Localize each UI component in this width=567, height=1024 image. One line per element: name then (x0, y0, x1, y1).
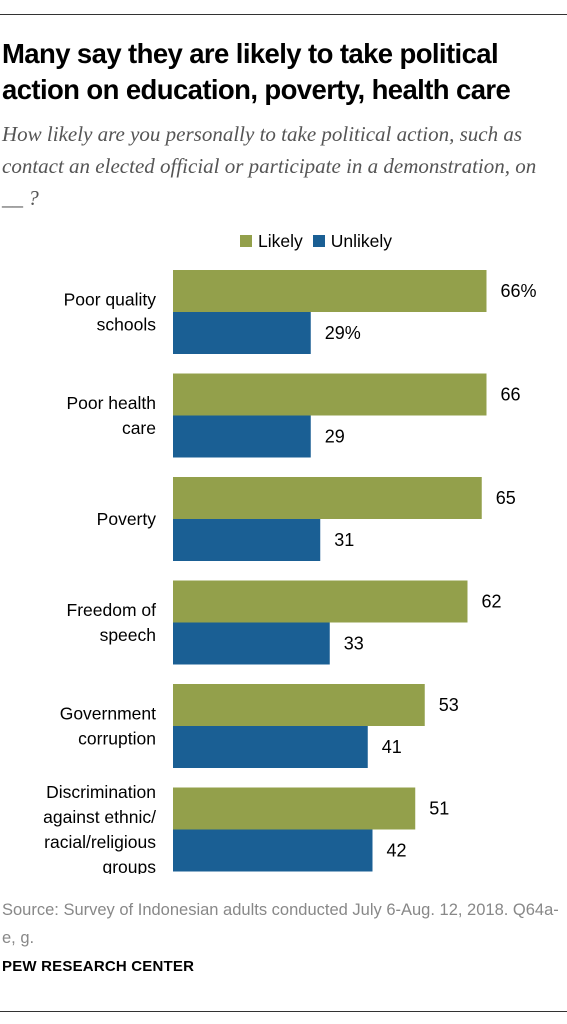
legend-swatch-unlikely (312, 235, 325, 247)
legend-item-unlikely: Unlikely (312, 230, 393, 252)
bar-unlikely (173, 726, 368, 768)
bar-likely (173, 373, 487, 416)
value-label-unlikely: 31 (334, 530, 354, 550)
bar-unlikely (173, 622, 330, 665)
value-label-likely: 62 (482, 592, 502, 612)
category-label-line: Poor health (66, 393, 156, 413)
value-label-unlikely: 29% (325, 323, 361, 343)
legend-label-likely: Likely (258, 230, 303, 251)
bar-likely (173, 580, 468, 623)
category-label-line: care (122, 418, 156, 438)
bar-likely (173, 787, 416, 830)
legend-swatch-likely (240, 235, 252, 247)
category-label-line: against ethnic/ (43, 807, 156, 827)
bar-unlikely (173, 312, 311, 354)
category-label: Discrimination against ethnic/racial/reli… (43, 782, 156, 874)
value-label-unlikely: 41 (382, 737, 402, 757)
value-label-likely: 66 (501, 385, 521, 405)
category-label: Freedom of speech (67, 600, 157, 645)
category-label-line: groups (102, 857, 156, 874)
category-label-line: schools (97, 315, 157, 335)
value-label-unlikely: 29 (325, 427, 345, 447)
value-label-unlikely: 33 (344, 634, 364, 654)
category-label-line: Discrimination (46, 782, 156, 802)
bar-likely (173, 477, 482, 519)
category-label-line: Poverty (97, 509, 157, 529)
top-rule (0, 14, 567, 15)
category-label-line: racial/religious (44, 832, 156, 852)
legend-item-likely: Likely (240, 231, 303, 252)
category-label-line: Poor quality (64, 290, 157, 310)
value-label-unlikely: 42 (387, 841, 407, 861)
category-label-line: Government (60, 704, 156, 724)
category-label: Government corruption (60, 704, 156, 749)
pew-credit: PEW RESEARCH CENTER (2, 958, 195, 975)
bottom-rule (0, 1011, 567, 1012)
bar-likely (173, 270, 487, 312)
bar-chart: Poor quality schools 66% 29% Poor health care… (43, 270, 537, 874)
category-label-line: corruption (78, 729, 156, 749)
source-note: Source: Survey of Indonesian adults cond… (2, 901, 559, 947)
value-label-likely: 51 (429, 799, 449, 819)
category-label-line: speech (100, 625, 156, 645)
category-label: Poor quality schools (64, 290, 157, 335)
chart-title: Many say they are likely to take politic… (2, 38, 511, 105)
bar-unlikely (173, 829, 373, 872)
value-label-likely: 65 (496, 488, 516, 508)
category-label: Poverty (97, 509, 157, 529)
bar-unlikely (173, 519, 321, 561)
bar-unlikely (173, 415, 311, 458)
chart-subtitle: How likely are you personally to take po… (2, 122, 537, 210)
value-label-likely: 53 (439, 695, 459, 715)
category-label: Poor health care (66, 393, 156, 438)
bar-likely (173, 684, 425, 726)
legend: Likely Unlikely (240, 230, 402, 252)
legend-label-unlikely: Unlikely (330, 230, 393, 251)
category-label-line: Freedom of (67, 600, 157, 620)
value-label-likely: 66% (501, 281, 537, 301)
